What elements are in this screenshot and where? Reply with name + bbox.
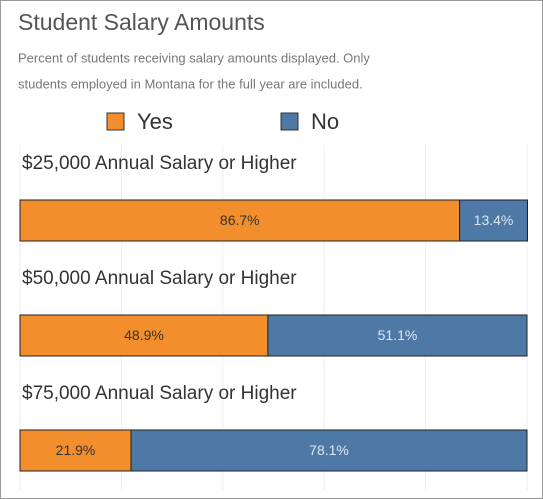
category-label: $75,000 Annual Salary or Higher	[22, 383, 297, 404]
bar-segment	[19, 199, 461, 242]
value-label: 13.4%	[474, 212, 514, 228]
value-label: 86.7%	[220, 212, 260, 228]
legend-label: No	[311, 109, 339, 134]
legend-swatch	[106, 112, 125, 131]
bar-segment	[459, 199, 529, 242]
category-label: $50,000 Annual Salary or Higher	[22, 268, 297, 289]
value-label: 78.1%	[309, 442, 349, 458]
legend-label: Yes	[137, 109, 173, 134]
subtitle-line: students employed in Montana for the ful…	[18, 76, 363, 91]
category-label: $25,000 Annual Salary or Higher	[22, 153, 297, 174]
value-label: 21.9%	[56, 442, 96, 458]
bar-segment	[19, 429, 132, 472]
subtitle-line: Percent of students receiving salary amo…	[18, 50, 370, 65]
legend-swatch	[280, 112, 299, 131]
bar-segment	[130, 429, 528, 472]
bar-segment	[267, 314, 528, 357]
value-label: 48.9%	[124, 327, 164, 343]
chart-title: Student Salary Amounts	[18, 9, 265, 35]
value-label: 51.1%	[378, 327, 418, 343]
